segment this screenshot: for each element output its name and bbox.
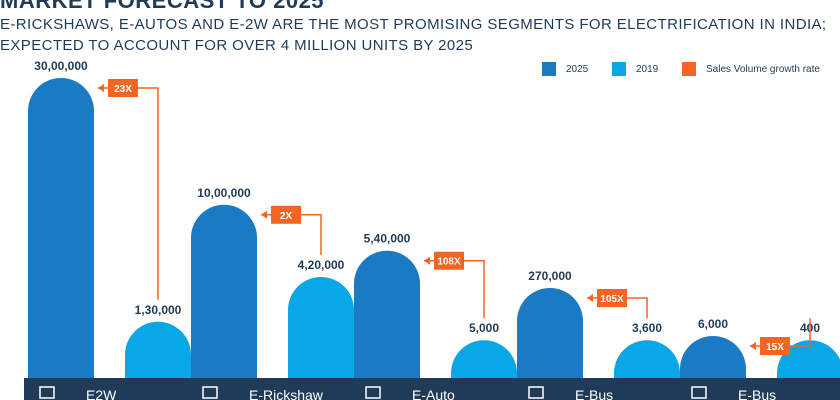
growth-arrow-4 — [750, 342, 756, 350]
category-label-2: E-Auto — [412, 387, 455, 400]
growth-arrow-2 — [424, 256, 430, 265]
category-strip-0 — [24, 378, 195, 400]
legend-item-2019: 2019 — [612, 62, 658, 76]
recycle-icon — [528, 386, 544, 399]
category-label-1: E-Rickshaw — [249, 387, 324, 400]
growth-connector-0 — [98, 87, 159, 300]
value-label-2025-3: 270,000 — [528, 269, 572, 283]
legend-swatch-2019 — [612, 62, 626, 76]
growth-badge-1 — [271, 205, 301, 224]
growth-badge-0 — [108, 79, 138, 97]
legend-label-2025: 2025 — [566, 63, 589, 75]
category-label-4: E-Bus — [738, 387, 776, 400]
growth-badge-3 — [597, 289, 627, 307]
legend-swatch-growth — [682, 62, 696, 76]
page-subtitle: E-RICKSHAWS, E-AUTOS AND E-2W ARE THE MO… — [0, 14, 827, 56]
bar-2019-2 — [451, 340, 517, 378]
value-label-2025-4: 6,000 — [698, 317, 728, 331]
category-strip-1 — [187, 378, 358, 400]
growth-label-2: 108X — [437, 257, 461, 268]
legend-label-growth: Sales Volume growth rate — [706, 63, 820, 75]
legend-label-2019: 2019 — [636, 63, 659, 75]
bar-2025-4 — [680, 336, 746, 378]
value-label-2019-1: 4,20,000 — [298, 258, 345, 272]
legend-item-2025: 2025 — [542, 62, 588, 76]
value-label-2019-0: 1,30,000 — [135, 303, 182, 317]
bar-2019-1 — [288, 276, 354, 378]
subtitle-line-1: E-RICKSHAWS, E-AUTOS AND E-2W ARE THE MO… — [0, 16, 827, 33]
subtitle-line-2: EXPECTED TO ACCOUNT FOR OVER 4 MILLION U… — [0, 37, 474, 54]
value-label-2025-1: 10,00,000 — [197, 186, 251, 200]
legend-item-growth: Sales Volume growth rate — [682, 62, 820, 76]
bar-2019-4 — [777, 340, 840, 378]
bar-2025-0 — [28, 78, 94, 378]
bar-2025-1 — [191, 204, 257, 378]
growth-label-3: 105X — [600, 294, 624, 305]
category-strip-2 — [350, 378, 521, 400]
bus-icon — [691, 386, 707, 399]
bar-2025-2 — [354, 250, 420, 378]
growth-badge-2 — [434, 251, 464, 270]
legend-swatch-2025 — [542, 62, 556, 76]
growth-badge-4 — [760, 337, 790, 355]
bar-2025-3 — [517, 288, 583, 378]
plug-icon — [39, 386, 55, 399]
category-strip-3 — [513, 378, 684, 400]
category-label-0: E2W — [86, 387, 117, 400]
category-label-3: E-Bus — [575, 387, 613, 400]
growth-arrow-3 — [587, 294, 593, 302]
bar-2019-3 — [614, 340, 680, 378]
page-title: MARKET FORECAST TO 2025 — [0, 0, 325, 13]
rickshaw-icon — [202, 386, 218, 399]
auto-icon — [365, 386, 381, 399]
growth-arrow-0 — [98, 84, 104, 92]
value-label-2025-0: 30,00,000 — [34, 59, 88, 73]
growth-label-1: 2X — [280, 211, 293, 222]
growth-label-0: 23X — [114, 84, 132, 95]
growth-label-4: 15X — [766, 342, 784, 353]
category-strip-4 — [676, 378, 840, 400]
value-label-2025-2: 5,40,000 — [364, 232, 411, 246]
growth-arrow-1 — [261, 210, 267, 219]
value-label-2019-3: 3,600 — [632, 321, 662, 335]
bar-2019-0 — [125, 321, 191, 378]
value-label-2019-2: 5,000 — [469, 321, 499, 335]
